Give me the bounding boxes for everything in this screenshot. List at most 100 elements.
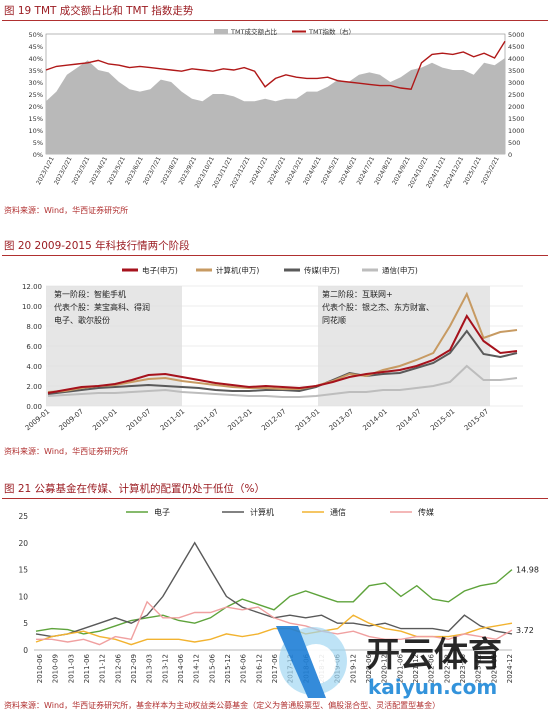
x-tick-label: 2013-03 (146, 654, 154, 683)
figure-20-title-rule (2, 255, 548, 256)
legend-label-tmt-index: TMT指数（右） (308, 27, 355, 36)
legend-label: 传媒 (418, 507, 434, 517)
series-line (47, 364, 518, 398)
x-tick-label: 2022-12 (443, 654, 451, 683)
phase-1-label: 第一阶段：智能手机 (54, 289, 126, 299)
legend-label: 电子 (154, 507, 170, 517)
right-tick-label: 1500 (508, 115, 525, 123)
y-tick-label: 0 (23, 646, 28, 655)
right-tick-label: 3500 (508, 67, 525, 75)
x-tick-label: 2010-01 (91, 407, 119, 432)
legend-label: 电子(申万) (142, 265, 178, 275)
x-tick-label: 2009-01 (24, 407, 52, 432)
x-tick-label: 2015-01 (429, 407, 457, 432)
x-tick-label: 2010-06 (36, 653, 44, 683)
left-tick-label: 5% (33, 139, 43, 147)
legend-label-turnover-share: TMT成交额占比 (230, 27, 278, 36)
x-tick-label: 2023-12 (475, 654, 483, 683)
x-tick-label: 2013-12 (161, 654, 169, 683)
x-tick-label: 2016-06 (240, 653, 248, 683)
figure-21-title-rule (2, 498, 548, 499)
left-tick-label: 40% (29, 55, 43, 63)
y-tick-label: 4.00 (26, 363, 42, 371)
y-tick-label: 25 (18, 512, 28, 521)
x-tick-label: 2009-07 (58, 407, 86, 432)
y-tick-label: 2.00 (26, 383, 42, 391)
series-line (36, 600, 513, 646)
left-tick-label: 0% (33, 151, 43, 159)
x-tick-label: 2014-07 (395, 407, 423, 432)
y-tick-label: 15 (18, 566, 28, 575)
y-tick-label: 10.00 (22, 303, 42, 311)
x-tick-label: 2021-06 (396, 653, 404, 683)
y-tick-label: 8.00 (26, 323, 42, 331)
x-tick-label: 2013-07 (328, 407, 356, 432)
right-tick-label: 4000 (508, 55, 525, 63)
x-tick-label: 2021-12 (412, 654, 420, 683)
right-tick-label: 500 (508, 139, 520, 147)
series-area-tmt-turnover-share (46, 58, 505, 154)
legend-label: 通信 (330, 507, 346, 517)
chart-tmt-turnover: 0% 5% 10% 15% 20% 25% 30% 35% 40% 45% 50% 0 500 1000 1… (29, 27, 525, 189)
legend-label: 计算机(申万) (216, 265, 259, 275)
right-tick-label: 3000 (508, 79, 525, 87)
left-tick-label: 20% (29, 103, 43, 111)
x-tick-label: 2015-07 (463, 407, 491, 432)
right-tick-label: 2500 (508, 91, 525, 99)
figure-20-source: 资料来源：Wind，华西证券研究所 (4, 447, 129, 456)
x-tick-label: 2015-06 (208, 653, 216, 683)
left-tick-label: 10% (29, 127, 43, 135)
left-tick-label: 25% (29, 91, 43, 99)
x-tick-label: 2014-01 (361, 407, 389, 432)
x-tick-label: 2019-12 (349, 654, 357, 683)
y-tick-label: 6.00 (26, 343, 42, 351)
left-tick-label: 35% (29, 67, 43, 75)
chart-fund-allocation: 电子 计算机 通信 传媒 0 5 10 15 20 25 14.98 3.72 2010-06 2010-… (18, 507, 539, 683)
x-tick-label: 2011-03 (67, 654, 75, 683)
figure-19-source: 资料来源：Wind，华西证券研究所 (4, 206, 129, 215)
phase-1-label: 代表个股：莱宝高科、得润 (54, 302, 150, 312)
logo-brand-text: 开云体育 (366, 635, 502, 675)
x-tick-label: 2014-12 (193, 654, 201, 683)
figure-19-title: 图 19 TMT 成交额占比和 TMT 指数走势 (4, 5, 194, 17)
x-tick-label: 2015-12 (224, 654, 232, 683)
left-tick-label: 30% (29, 79, 43, 87)
logo-url-text: kaiyun.com (368, 675, 497, 699)
x-tick-label: 2011-06 (83, 653, 91, 683)
y-tick-label: 10 (18, 592, 28, 601)
legend-swatch-turnover-share (214, 29, 228, 34)
x-tick-label: 2025/2/21 (480, 155, 501, 186)
left-tick-label: 15% (29, 115, 43, 123)
y-tick-label: 20 (18, 539, 28, 548)
y-tick-label: 12.00 (22, 283, 42, 291)
x-tick-label: 2023-06 (459, 653, 467, 683)
series-line (47, 314, 518, 394)
x-tick-label: 2010-09 (52, 654, 60, 683)
figure-20-title: 图 20 2009-2015 年科技行情两个阶段 (4, 240, 190, 252)
x-tick-label: 2014-06 (177, 653, 185, 683)
legend-label: 传媒(申万) (304, 265, 340, 275)
x-tick-label: 2024-06 (490, 653, 498, 683)
x-tick-label: 2011-07 (193, 407, 221, 432)
y-tick-label: 0.00 (26, 403, 42, 411)
end-label-media: 3.72 (516, 626, 534, 635)
legend-label: 通信(申万) (382, 265, 418, 275)
figure-21-title: 图 21 公募基金在传媒、计算机的配置仍处于低位（%） (4, 483, 266, 495)
series-line (35, 569, 513, 635)
x-tick-label: 2013-01 (294, 407, 322, 432)
right-tick-label: 5000 (508, 31, 525, 39)
logo-k-stroke (276, 626, 326, 698)
x-tick-label: 2012-01 (226, 407, 254, 432)
right-tick-label: 0 (508, 151, 512, 159)
chart-tech-phases: 电子(申万) 计算机(申万) 传媒(申万) 通信(申万) 0.00 2.00 4.00 6.0… (22, 265, 523, 432)
right-tick-label: 4500 (508, 43, 525, 51)
x-tick-label: 2012-07 (260, 407, 288, 432)
x-tick-label: 2017-06 (271, 653, 279, 683)
series-line (47, 291, 518, 393)
x-tick-label: 2012-06 (114, 653, 122, 683)
x-tick-label: 2022-06 (428, 653, 436, 683)
figure-19-title-rule (2, 20, 548, 21)
end-label-electronics: 14.98 (516, 566, 539, 575)
x-tick-label: 2011-12 (99, 654, 107, 683)
phase-2-label: 第二阶段：互联网+ (322, 289, 393, 299)
